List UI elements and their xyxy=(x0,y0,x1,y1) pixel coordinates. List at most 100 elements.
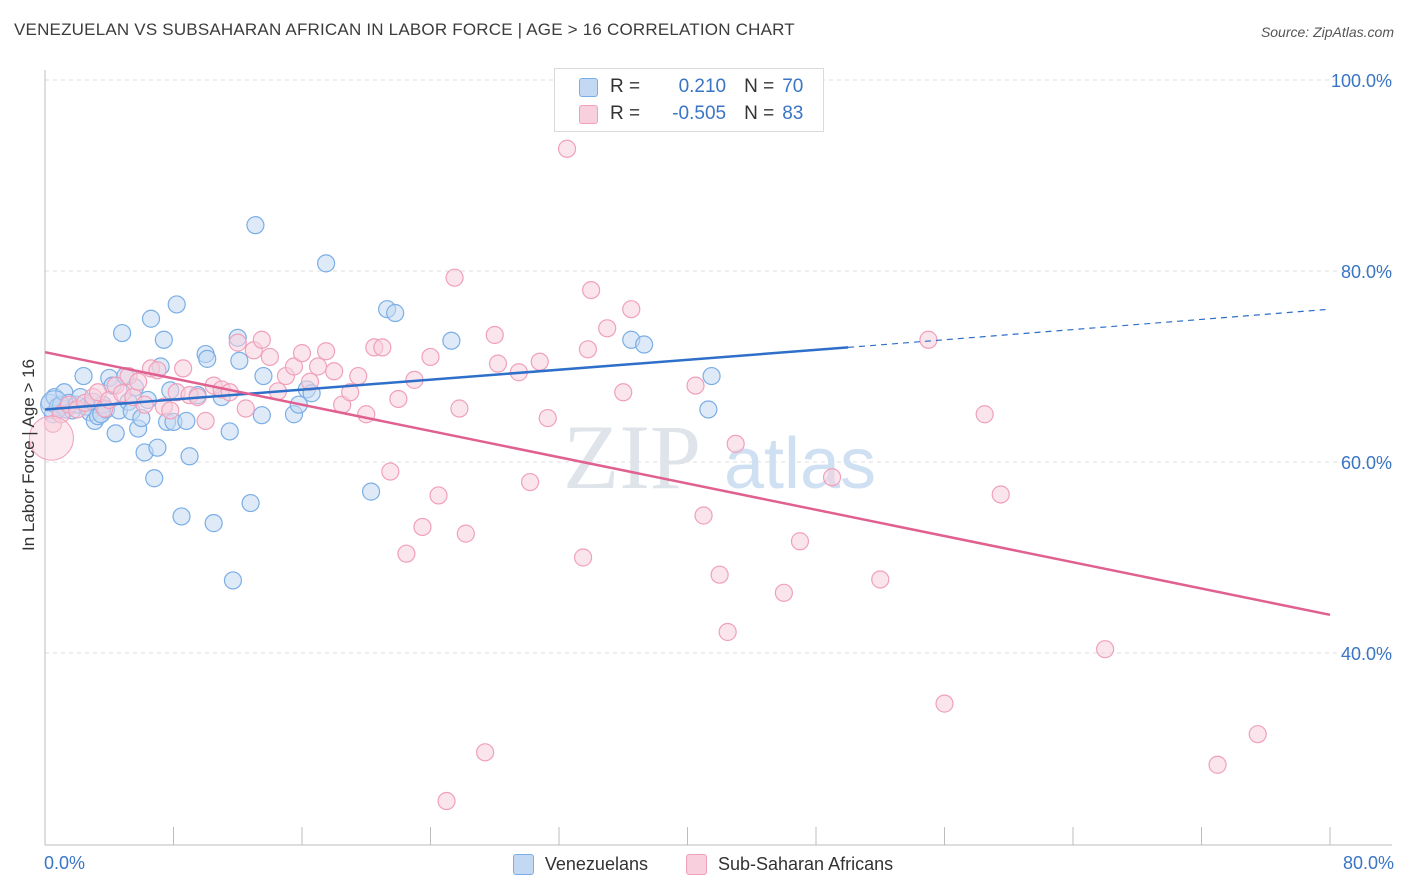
point-subsaharan xyxy=(710,565,729,584)
legend-label: Venezuelans xyxy=(544,853,648,874)
point-subsaharan xyxy=(129,372,148,391)
point-subsaharan xyxy=(476,743,495,762)
point-subsaharan xyxy=(252,330,271,349)
point-venezuelan xyxy=(154,330,173,349)
point-subsaharan xyxy=(413,517,432,537)
point-subsaharan xyxy=(381,462,400,481)
correlation-legend: R = 0.210 N = 70 R = -0.505 N = 83 xyxy=(554,68,824,132)
point-subsaharan xyxy=(397,544,416,563)
point-venezuelan xyxy=(220,422,239,441)
point-subsaharan xyxy=(774,583,793,602)
r-value: 0.210 xyxy=(678,76,727,97)
point-subsaharan xyxy=(488,354,508,373)
gridlines xyxy=(45,79,1392,654)
source-credit: Source: ZipAtlas.com xyxy=(1260,24,1394,40)
point-subsaharan xyxy=(614,383,633,402)
r-value: -0.505 xyxy=(672,103,727,124)
n-value: 83 xyxy=(782,103,804,124)
point-venezuelan xyxy=(316,254,336,273)
legend-swatch-pink xyxy=(685,853,707,875)
point-venezuelan xyxy=(361,482,381,501)
point-subsaharan xyxy=(437,791,456,811)
point-subsaharan xyxy=(538,408,557,428)
point-venezuelan xyxy=(702,366,721,386)
point-venezuelan xyxy=(145,469,164,488)
point-subsaharan xyxy=(316,342,336,361)
point-venezuelan xyxy=(180,447,199,466)
point-subsaharan xyxy=(429,486,448,505)
r-label: R = xyxy=(610,103,641,124)
point-subsaharan xyxy=(1096,640,1115,659)
point-subsaharan xyxy=(726,434,745,453)
point-venezuelan xyxy=(635,335,654,354)
point-subsaharan xyxy=(975,405,994,424)
point-subsaharan xyxy=(557,139,577,158)
y-tick-label: 40.0% xyxy=(1341,644,1392,664)
r-label: R = xyxy=(610,76,641,97)
legend-swatch-blue xyxy=(579,77,598,97)
point-subsaharan xyxy=(582,281,601,300)
point-subsaharan xyxy=(622,300,641,319)
point-venezuelan xyxy=(141,309,161,328)
legend-row-subsaharan: R = -0.505 N = 83 xyxy=(579,102,803,126)
legend-item-venezuelans: Venezuelans xyxy=(512,853,648,875)
point-venezuelan xyxy=(241,493,260,513)
n-value: 70 xyxy=(782,76,804,97)
series-subsaharan-points xyxy=(28,139,1267,811)
point-venezuelan xyxy=(230,351,249,370)
y-tick-label: 100.0% xyxy=(1331,71,1392,91)
point-venezuelan xyxy=(386,303,405,323)
point-subsaharan xyxy=(292,344,312,363)
point-subsaharan xyxy=(389,389,408,409)
point-subsaharan xyxy=(1208,755,1227,774)
n-label: N = xyxy=(744,103,775,124)
point-subsaharan xyxy=(456,524,475,543)
point-subsaharan xyxy=(325,362,344,381)
legend-row-venezuelans: R = 0.210 N = 70 xyxy=(579,75,803,99)
point-venezuelan xyxy=(74,366,93,386)
point-venezuelan xyxy=(177,411,196,431)
point-subsaharan xyxy=(573,548,593,567)
point-venezuelan xyxy=(198,349,217,368)
axes xyxy=(44,70,1392,846)
point-subsaharan xyxy=(445,268,464,287)
trend-lines xyxy=(44,308,1331,617)
point-subsaharan xyxy=(341,383,360,402)
y-tick-label: 60.0% xyxy=(1341,453,1392,473)
point-subsaharan xyxy=(822,468,842,487)
point-subsaharan xyxy=(236,399,255,418)
point-subsaharan xyxy=(790,532,810,551)
point-venezuelan xyxy=(442,331,461,350)
point-subsaharan xyxy=(196,411,215,431)
x-axis-max-label: 80.0% xyxy=(1342,853,1394,873)
point-subsaharan xyxy=(161,401,180,420)
point-subsaharan-large xyxy=(28,415,74,461)
point-subsaharan xyxy=(935,694,954,713)
n-label: N = xyxy=(744,76,775,97)
legend-swatch-pink xyxy=(579,104,598,124)
x-axis-min-label: 0.0% xyxy=(44,853,86,873)
legend-label: Sub-Saharan Africans xyxy=(717,853,894,874)
point-subsaharan xyxy=(228,333,247,352)
point-subsaharan xyxy=(520,472,540,492)
point-subsaharan xyxy=(260,347,279,367)
point-subsaharan xyxy=(135,395,154,414)
chart-title: VENEZUELAN VS SUBSAHARAN AFRICAN IN LABO… xyxy=(14,20,795,39)
legend-swatch-blue xyxy=(512,853,534,875)
series-legend: Venezuelans Sub-Saharan Africans xyxy=(0,851,1406,877)
point-subsaharan xyxy=(686,376,705,395)
y-tick-label: 80.0% xyxy=(1341,262,1392,282)
point-venezuelan xyxy=(172,507,191,526)
point-subsaharan xyxy=(174,359,193,378)
y-tick-labels: 40.0% 60.0% 80.0% 100.0% xyxy=(1331,71,1392,664)
point-subsaharan xyxy=(578,340,598,359)
point-subsaharan xyxy=(421,347,440,367)
point-subsaharan xyxy=(308,357,328,376)
point-subsaharan xyxy=(450,399,469,418)
point-venezuelan xyxy=(148,438,167,457)
watermark-zip: ZIP xyxy=(563,406,701,508)
watermark-atlas: atlas xyxy=(724,424,876,504)
point-venezuelan xyxy=(246,216,265,235)
legend-item-subsaharan: Sub-Saharan Africans xyxy=(685,853,894,875)
